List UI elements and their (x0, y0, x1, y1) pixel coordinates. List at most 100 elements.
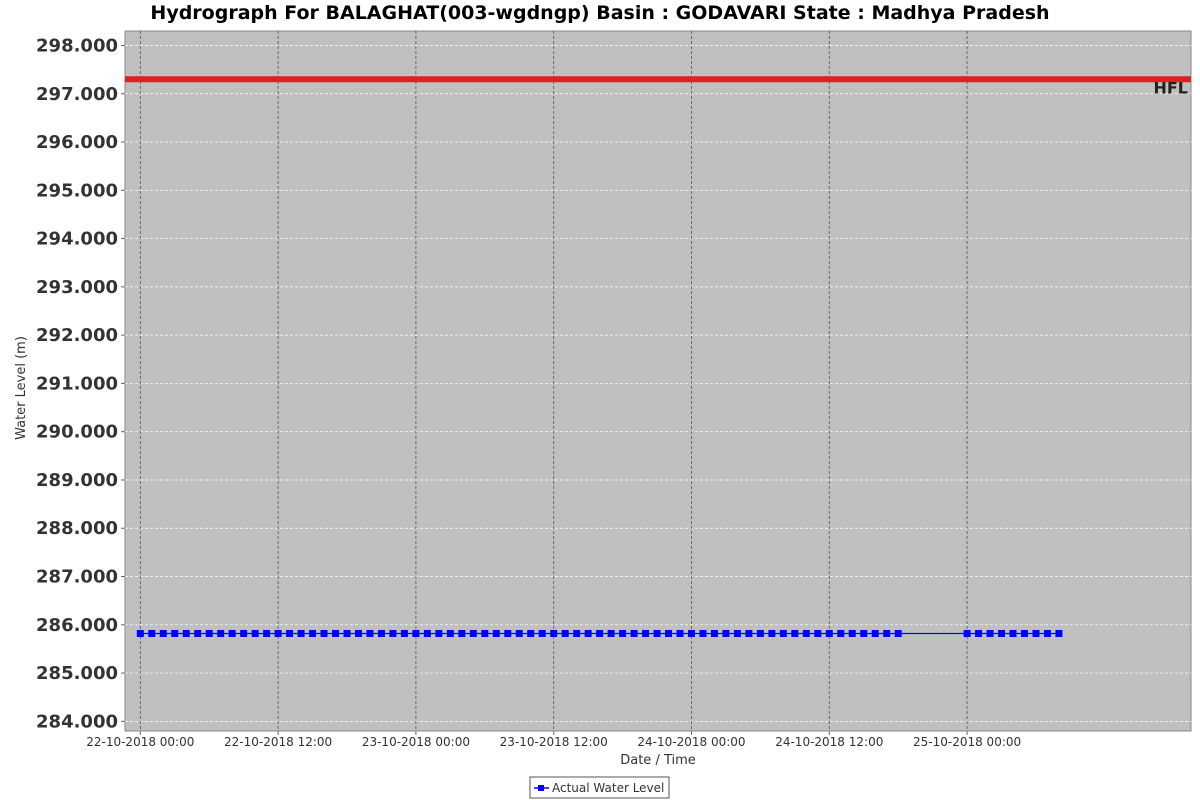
x-tick-label: 22-10-2018 00:00 (86, 735, 194, 749)
y-tick-label: 295.000 (36, 180, 118, 201)
data-point (182, 629, 190, 637)
x-tick-label: 23-10-2018 00:00 (362, 735, 470, 749)
data-point (435, 629, 443, 637)
data-point (194, 629, 202, 637)
data-point (722, 629, 730, 637)
data-point (584, 629, 592, 637)
data-point (687, 629, 695, 637)
y-tick-label: 291.000 (36, 373, 118, 394)
data-point (263, 629, 271, 637)
data-point (665, 629, 673, 637)
data-point (837, 629, 845, 637)
data-point (871, 629, 879, 637)
data-point (998, 629, 1006, 637)
data-point (159, 629, 167, 637)
y-tick-label: 296.000 (36, 132, 118, 153)
data-point (619, 629, 627, 637)
data-point (860, 629, 868, 637)
data-point (825, 629, 833, 637)
hfl-line-group: HFL (125, 76, 1191, 97)
data-point (1009, 629, 1017, 637)
y-tick-label: 287.000 (36, 567, 118, 588)
data-point (814, 629, 822, 637)
data-point (251, 629, 259, 637)
y-axis-label: Water Level (m) (14, 336, 29, 440)
data-point (986, 629, 994, 637)
data-point (745, 629, 753, 637)
data-point (240, 629, 248, 637)
data-point (423, 629, 431, 637)
data-point (642, 629, 650, 637)
data-point (458, 629, 466, 637)
data-point (894, 629, 902, 637)
y-tick-label: 293.000 (36, 277, 118, 298)
y-tick-label: 285.000 (36, 663, 118, 684)
y-tick-label: 294.000 (36, 229, 118, 250)
data-point (1032, 629, 1040, 637)
data-point (286, 629, 294, 637)
data-point (412, 629, 420, 637)
data-point (504, 629, 512, 637)
data-point (607, 629, 615, 637)
data-point (791, 629, 799, 637)
data-point (848, 629, 856, 637)
data-point (653, 629, 661, 637)
plot-area (124, 30, 1192, 732)
data-point (779, 629, 787, 637)
data-point (676, 629, 684, 637)
data-point (756, 629, 764, 637)
data-point (630, 629, 638, 637)
series-actual-water-level (136, 629, 1063, 637)
x-tick-label: 22-10-2018 12:00 (224, 735, 332, 749)
x-tick-label: 23-10-2018 12:00 (500, 735, 608, 749)
data-point (561, 629, 569, 637)
data-point (343, 629, 351, 637)
y-tick-label: 298.000 (36, 35, 118, 56)
y-tick-label: 289.000 (36, 470, 118, 491)
data-point (492, 629, 500, 637)
data-point (550, 629, 558, 637)
x-axis-label: Date / Time (620, 753, 696, 768)
data-point (320, 629, 328, 637)
y-tick-label: 288.000 (36, 518, 118, 539)
data-point (883, 629, 891, 637)
data-point (596, 629, 604, 637)
data-point (1020, 629, 1028, 637)
x-tick-label: 25-10-2018 00:00 (913, 735, 1021, 749)
data-point (205, 629, 213, 637)
data-point (400, 629, 408, 637)
data-point (975, 629, 983, 637)
legend-marker (538, 785, 544, 791)
hfl-label: HFL (1153, 78, 1188, 97)
legend: Actual Water Level (529, 776, 670, 799)
data-point (733, 629, 741, 637)
data-point (389, 629, 397, 637)
x-tick-label: 24-10-2018 00:00 (637, 735, 745, 749)
data-point (573, 629, 581, 637)
data-point (309, 629, 317, 637)
data-point (297, 629, 305, 637)
data-point (217, 629, 225, 637)
y-tick-label: 292.000 (36, 325, 118, 346)
data-point (768, 629, 776, 637)
y-axis-ticks: 284.000 285.000 286.000 287.000 288.000 289.0… (36, 35, 125, 732)
x-axis-ticks: 22-10-2018 00:00 22-10-2018 12:00 23-10-20… (86, 731, 1021, 749)
y-tick-label: 290.000 (36, 422, 118, 443)
data-point (527, 629, 535, 637)
data-point (481, 629, 489, 637)
data-point (228, 629, 236, 637)
data-point (515, 629, 523, 637)
chart-title: Hydrograph For BALAGHAT(003-wgdngp) Basi… (150, 2, 1050, 24)
data-point (171, 629, 179, 637)
legend-item-actual-water-level: Actual Water Level (552, 781, 664, 795)
y-tick-label: 297.000 (36, 84, 118, 105)
data-point (710, 629, 718, 637)
data-point (377, 629, 385, 637)
data-point (802, 629, 810, 637)
data-point (366, 629, 374, 637)
data-point (136, 629, 144, 637)
y-tick-label: 284.000 (36, 711, 118, 732)
data-point (538, 629, 546, 637)
data-point (1043, 629, 1051, 637)
